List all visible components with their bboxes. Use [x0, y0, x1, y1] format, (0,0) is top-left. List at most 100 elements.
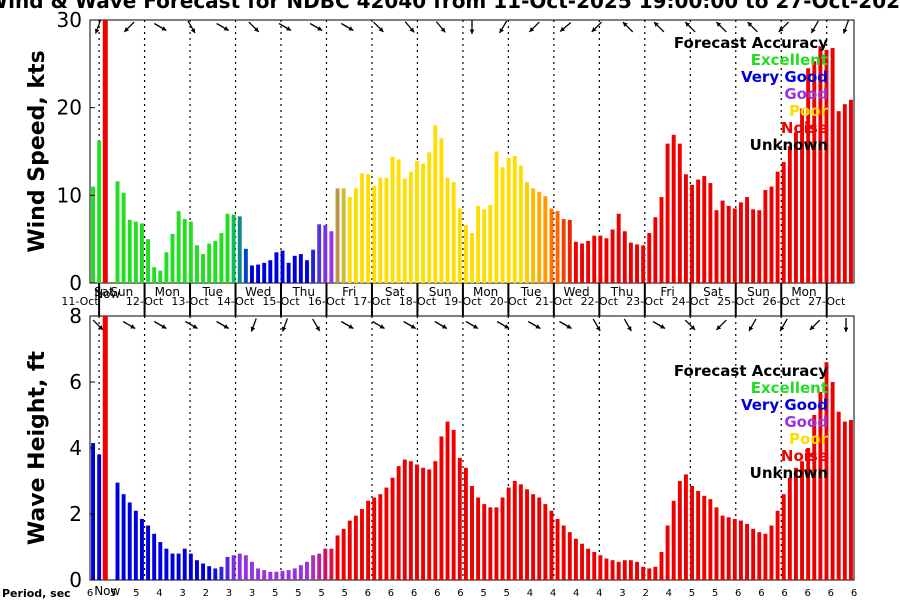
bar: [622, 231, 627, 283]
legend-entry: Poor: [789, 430, 829, 448]
bar: [158, 542, 163, 580]
bar: [250, 265, 254, 283]
bar: [525, 489, 529, 580]
bar: [757, 532, 762, 580]
bar: [268, 571, 273, 580]
bar: [732, 518, 737, 580]
day-label: Sat: [385, 285, 405, 299]
bar: [396, 159, 401, 283]
direction-arrow-icon: [435, 21, 446, 33]
bar: [671, 134, 676, 283]
legend-entry: Poor: [789, 102, 829, 120]
direction-arrow-icon: [469, 20, 475, 34]
bar: [763, 190, 768, 283]
day-label: Sun: [110, 285, 133, 299]
bar: [714, 507, 719, 580]
day-label: Sun: [747, 285, 770, 299]
bar: [506, 157, 511, 283]
direction-arrow-icon: [123, 21, 135, 33]
bar: [635, 561, 639, 580]
direction-arrow-icon: [715, 319, 727, 331]
y-tick-label: 30: [57, 8, 82, 32]
period-value: 6: [805, 588, 811, 599]
bar: [818, 46, 823, 283]
bar: [769, 525, 774, 580]
now-label: Now: [94, 287, 120, 301]
y-tick-label: 0: [69, 271, 82, 295]
bar: [482, 504, 487, 580]
period-value: 3: [226, 588, 232, 599]
date-label: 19-Oct: [444, 295, 482, 308]
direction-arrow-icon: [122, 320, 136, 330]
bar: [476, 497, 481, 580]
bar: [708, 499, 713, 580]
bar: [139, 223, 144, 283]
bar: [329, 231, 334, 283]
period-value: 6: [388, 588, 394, 599]
day-label: Mon: [155, 285, 180, 299]
bar: [182, 548, 187, 580]
direction-arrow-icon: [559, 22, 572, 32]
period-value: 6: [851, 588, 857, 599]
y-tick-label: 0: [69, 568, 82, 592]
bar: [659, 551, 664, 580]
bar: [549, 510, 554, 580]
date-label: 14-Oct: [217, 295, 255, 308]
period-value: 4: [596, 588, 602, 599]
bar: [561, 525, 566, 580]
bar: [463, 225, 468, 283]
bar: [219, 566, 224, 580]
direction-arrow-icon: [684, 319, 696, 331]
legend-title: Forecast Accuracy: [674, 362, 828, 380]
bar: [543, 196, 548, 283]
direction-arrow-icon: [281, 318, 289, 332]
bar: [561, 219, 566, 283]
bar: [512, 481, 517, 580]
bar: [781, 162, 786, 283]
day-label: Sun: [429, 285, 452, 299]
bar: [726, 205, 731, 283]
bar: [439, 138, 444, 283]
bar: [745, 523, 749, 580]
day-label: Sat: [703, 285, 723, 299]
bar: [622, 560, 627, 580]
bar: [317, 553, 322, 580]
bar: [439, 436, 444, 580]
period-value: 6: [87, 588, 93, 599]
bar: [292, 255, 297, 283]
bar: [787, 477, 792, 580]
bar: [476, 205, 481, 283]
direction-arrow-icon: [340, 22, 354, 32]
date-label: 20-Oct: [490, 295, 528, 308]
bar: [592, 551, 597, 580]
bar: [580, 543, 584, 580]
bar: [97, 140, 102, 283]
period-value: 5: [133, 588, 139, 599]
date-label: 11-Oct: [61, 295, 99, 308]
direction-arrow-icon: [309, 22, 323, 32]
now-marker-line: [102, 20, 108, 283]
bar: [286, 570, 291, 580]
now-marker-line: [102, 316, 108, 580]
day-label: Mon: [791, 285, 816, 299]
bar: [720, 515, 725, 580]
bar: [170, 553, 175, 580]
bar: [176, 553, 181, 580]
direction-arrow-icon: [592, 318, 601, 332]
bar: [97, 454, 102, 580]
bar: [720, 200, 725, 283]
bar: [580, 243, 584, 283]
direction-arrow-icon: [842, 20, 850, 34]
bar: [298, 565, 303, 580]
bar: [237, 216, 242, 283]
bar: [292, 568, 297, 580]
bar: [708, 183, 713, 283]
bar: [586, 240, 591, 283]
bar: [280, 570, 285, 580]
bar: [683, 174, 688, 283]
direction-arrow-icon: [312, 318, 321, 332]
period-value: 6: [735, 588, 741, 599]
day-label: Fri: [660, 285, 674, 299]
direction-arrow-icon: [403, 320, 417, 330]
